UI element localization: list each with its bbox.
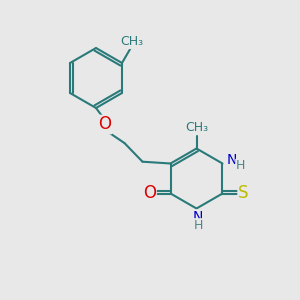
Text: CH₃: CH₃	[185, 121, 208, 134]
Text: O: O	[98, 116, 112, 134]
Text: H: H	[236, 159, 245, 172]
Text: CH₃: CH₃	[120, 35, 143, 49]
Text: H: H	[193, 219, 203, 232]
Text: S: S	[238, 184, 249, 202]
Text: N: N	[227, 153, 237, 167]
Text: N: N	[193, 210, 203, 224]
Text: O: O	[143, 184, 156, 202]
